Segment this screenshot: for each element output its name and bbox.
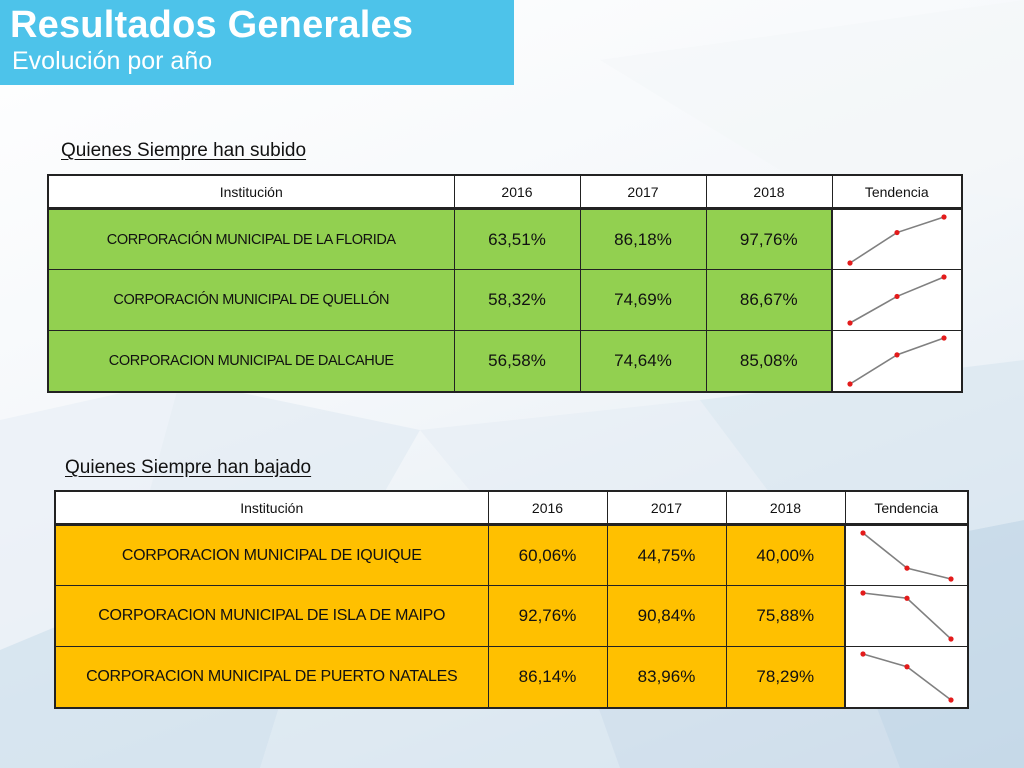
table-header-row: Institución 2016 2017 2018 Tendencia xyxy=(54,490,969,525)
column-header-2018: 2018 xyxy=(725,490,846,525)
value-2017-cell: 83,96% xyxy=(606,646,727,708)
trend-cell xyxy=(831,208,963,270)
column-header-2016: 2016 xyxy=(487,490,608,525)
trend-sparkline xyxy=(859,590,954,642)
value-2018-cell: 97,76% xyxy=(705,208,833,270)
column-header-institution: Institución xyxy=(54,490,489,525)
value-2016-cell: 92,76% xyxy=(487,585,608,647)
section-heading-down: Quienes Siempre han bajado xyxy=(65,457,312,478)
trend-cell xyxy=(844,585,969,647)
sparkline-point xyxy=(947,636,954,642)
trend-sparkline xyxy=(847,335,947,387)
value-2018-cell: 78,29% xyxy=(725,646,846,708)
sparkline-point xyxy=(894,352,900,358)
table-row: CORPORACION MUNICIPAL DE IQUIQUE 60,06% … xyxy=(54,524,969,586)
institution-cell: CORPORACIÓN MUNICIPAL DE LA FLORIDA xyxy=(47,208,455,270)
institution-cell: CORPORACION MUNICIPAL DE PUERTO NATALES xyxy=(54,646,489,708)
slide-header: Resultados Generales Evolución por año xyxy=(0,0,514,85)
sparkline-point xyxy=(894,229,900,235)
column-header-2018: 2018 xyxy=(705,174,833,209)
value-2018-cell: 86,67% xyxy=(705,269,833,331)
trend-cell xyxy=(844,524,969,586)
section-heading-up: Quienes Siempre han subido xyxy=(61,140,307,161)
table-increasing: Institución 2016 2017 2018 Tendencia COR… xyxy=(47,174,963,393)
trend-sparkline xyxy=(859,651,954,703)
slide-subtitle: Evolución por año xyxy=(12,47,213,75)
value-2018-cell: 75,88% xyxy=(725,585,846,647)
value-2017-cell: 90,84% xyxy=(606,585,727,647)
sparkline-line xyxy=(862,652,951,701)
slide-title: Resultados Generales xyxy=(10,4,414,46)
table-decreasing: Institución 2016 2017 2018 Tendencia COR… xyxy=(54,490,969,709)
sparkline-point xyxy=(859,590,866,596)
column-header-trend: Tendencia xyxy=(844,490,969,525)
sparkline-point xyxy=(847,259,853,266)
value-2016-cell: 58,32% xyxy=(453,269,581,331)
value-2017-cell: 86,18% xyxy=(579,208,707,270)
institution-cell: CORPORACION MUNICIPAL DE IQUIQUE xyxy=(54,524,489,586)
sparkline-line xyxy=(862,531,951,580)
value-2018-cell: 40,00% xyxy=(725,524,846,586)
sparkline-point xyxy=(859,651,866,657)
trend-sparkline xyxy=(859,529,954,582)
table-row: CORPORACION MUNICIPAL DE PUERTO NATALES … xyxy=(54,646,969,708)
value-2017-cell: 44,75% xyxy=(606,524,727,586)
column-header-2017: 2017 xyxy=(606,490,727,525)
sparkline-point xyxy=(847,320,853,326)
value-2016-cell: 56,58% xyxy=(453,330,581,392)
table-row: CORPORACION MUNICIPAL DE DALCAHUE 56,58%… xyxy=(47,330,963,392)
value-2017-cell: 74,69% xyxy=(579,269,707,331)
sparkline-point xyxy=(941,213,947,220)
sparkline-point xyxy=(847,381,853,387)
value-2016-cell: 60,06% xyxy=(487,524,608,586)
sparkline-point xyxy=(947,697,954,703)
sparkline-line xyxy=(849,276,945,324)
trend-cell xyxy=(831,269,963,331)
sparkline-point xyxy=(859,529,866,536)
table-row: CORPORACION MUNICIPAL DE ISLA DE MAIPO 9… xyxy=(54,585,969,647)
value-2016-cell: 63,51% xyxy=(453,208,581,270)
trend-sparkline xyxy=(847,213,947,266)
sparkline-point xyxy=(941,274,947,280)
column-header-trend: Tendencia xyxy=(831,174,963,209)
column-header-institution: Institución xyxy=(47,174,455,209)
institution-cell: CORPORACIÓN MUNICIPAL DE QUELLÓN xyxy=(47,269,455,331)
sparkline-point xyxy=(947,575,954,582)
trend-cell xyxy=(844,646,969,708)
sparkline-point xyxy=(903,595,910,601)
sparkline-point xyxy=(941,335,947,341)
sparkline-point xyxy=(894,293,900,300)
table-row: CORPORACIÓN MUNICIPAL DE QUELLÓN 58,32% … xyxy=(47,269,963,331)
value-2017-cell: 74,64% xyxy=(579,330,707,392)
table-row: CORPORACIÓN MUNICIPAL DE LA FLORIDA 63,5… xyxy=(47,208,963,270)
institution-cell: CORPORACION MUNICIPAL DE DALCAHUE xyxy=(47,330,455,392)
trend-cell xyxy=(831,330,963,392)
column-header-2016: 2016 xyxy=(453,174,581,209)
value-2018-cell: 85,08% xyxy=(705,330,833,392)
sparkline-line xyxy=(849,215,945,264)
trend-sparkline xyxy=(847,274,947,326)
table-header-row: Institución 2016 2017 2018 Tendencia xyxy=(47,174,963,209)
column-header-2017: 2017 xyxy=(579,174,707,209)
sparkline-point xyxy=(903,663,910,670)
sparkline-point xyxy=(903,565,910,571)
sparkline-line xyxy=(849,336,945,385)
value-2016-cell: 86,14% xyxy=(487,646,608,708)
institution-cell: CORPORACION MUNICIPAL DE ISLA DE MAIPO xyxy=(54,585,489,647)
